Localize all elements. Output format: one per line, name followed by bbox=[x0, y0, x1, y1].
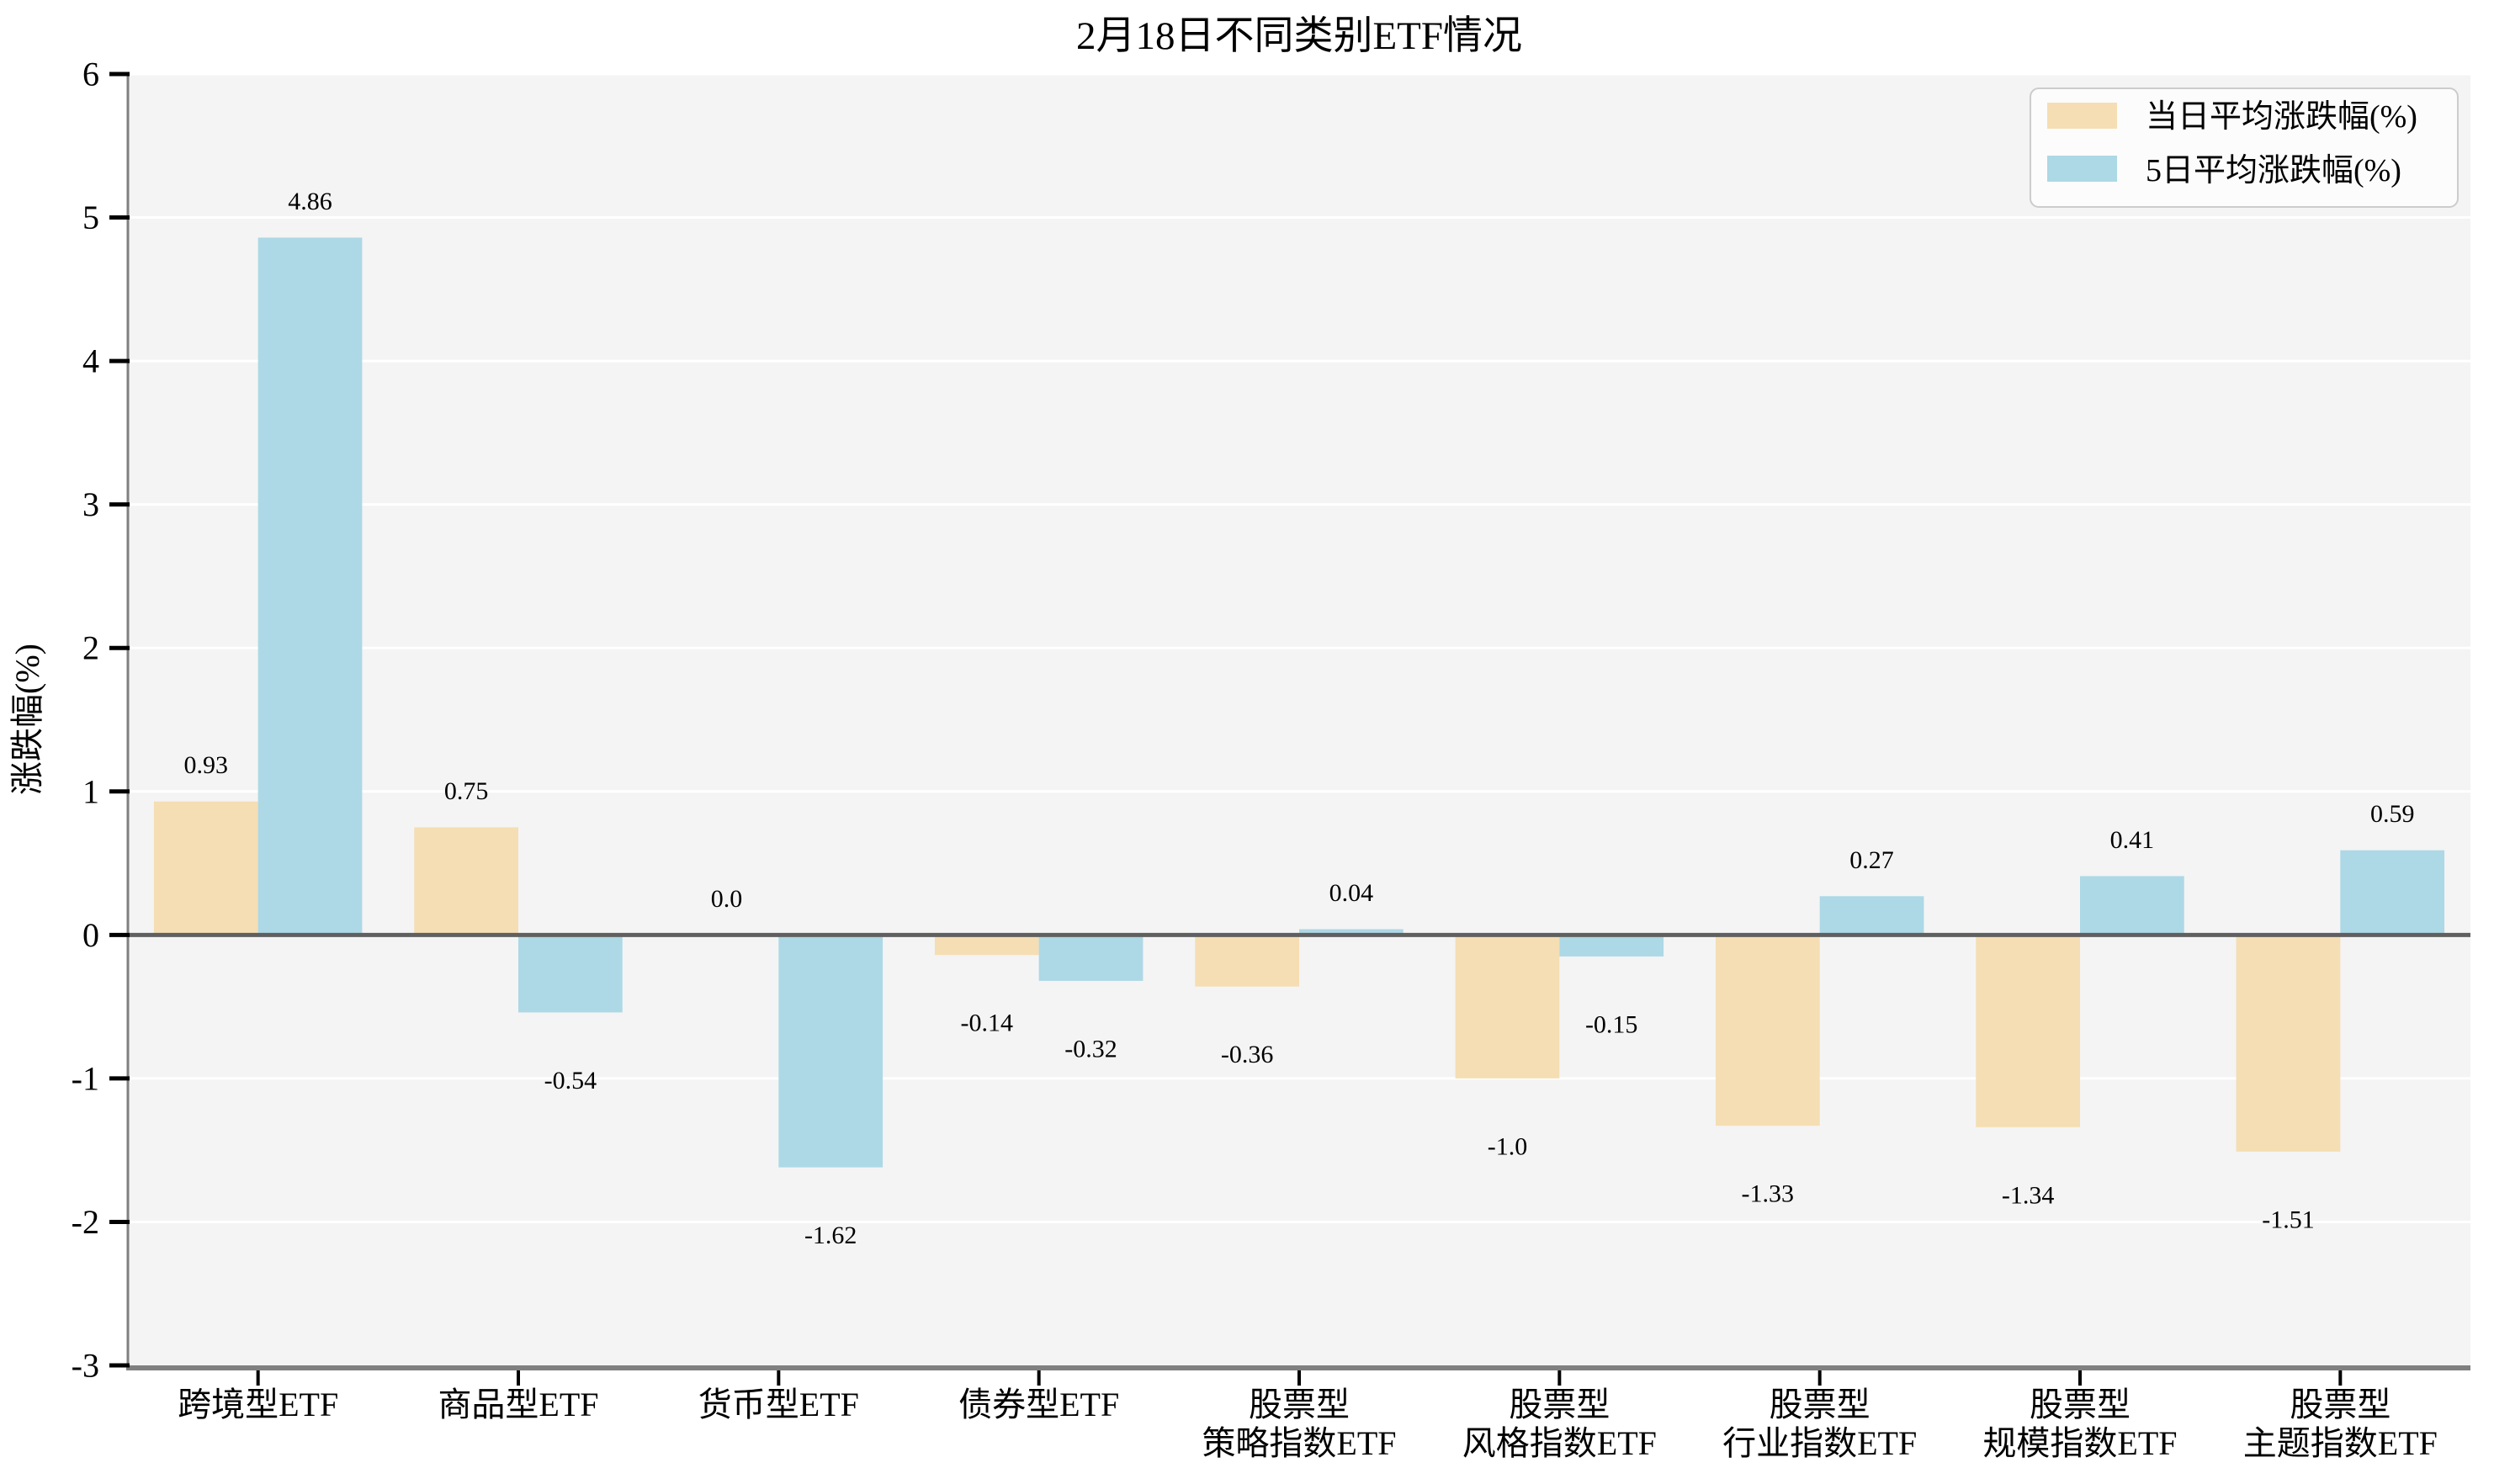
bar-series0-cat1 bbox=[414, 827, 518, 935]
x-tick-label: 跨境型ETF bbox=[178, 1386, 338, 1423]
bar-series0-cat4 bbox=[1195, 935, 1299, 987]
y-tick-label: 3 bbox=[82, 485, 99, 523]
y-tick-label: 4 bbox=[82, 342, 99, 380]
bar-series1-cat7 bbox=[2080, 876, 2184, 935]
bar-series0-cat8 bbox=[2236, 935, 2341, 1152]
bar-series0-cat5 bbox=[1455, 935, 1560, 1079]
x-tick-label: 股票型行业指数ETF bbox=[1722, 1386, 1917, 1462]
bar-series0-cat7 bbox=[1976, 935, 2080, 1127]
x-tick-label: 股票型主题指数ETF bbox=[2243, 1386, 2438, 1462]
legend-label-daily: 当日平均涨跌幅(%) bbox=[2146, 99, 2417, 135]
x-tick-label: 货币型ETF bbox=[698, 1386, 859, 1423]
bar-series1-cat5 bbox=[1559, 935, 1664, 957]
y-tick-label: 0 bbox=[82, 916, 99, 954]
bar-series1-cat4 bbox=[1299, 929, 1404, 935]
bar-value-label: 0.93 bbox=[184, 751, 229, 779]
y-tick-label: 5 bbox=[82, 199, 99, 236]
bar-series0-cat0 bbox=[153, 801, 258, 935]
bar-series1-cat1 bbox=[518, 935, 623, 1013]
x-tick-label: 债券型ETF bbox=[958, 1386, 1119, 1423]
y-tick-label: -1 bbox=[72, 1059, 99, 1097]
y-axis-label: 涨跌幅(%) bbox=[8, 644, 46, 795]
bar-value-label: -0.36 bbox=[1221, 1041, 1274, 1068]
bar-series1-cat6 bbox=[1819, 896, 1924, 935]
x-tick-label: 股票型风格指数ETF bbox=[1462, 1386, 1657, 1462]
y-tick-label: 1 bbox=[82, 772, 99, 810]
chart-generated-layer: 0.93 0.75 0.0 -0.14 -0.36 -1.0 -1.33 -1.34 -1.51… bbox=[72, 56, 2470, 1462]
bar-value-label: -1.62 bbox=[804, 1222, 857, 1249]
bar-series1-cat3 bbox=[1038, 935, 1144, 981]
bar-value-label: 0.75 bbox=[444, 777, 489, 805]
y-tick-label: -3 bbox=[72, 1347, 99, 1385]
y-tick-label: -2 bbox=[72, 1203, 99, 1241]
bar-value-label: -0.15 bbox=[1585, 1010, 1638, 1038]
bar-series1-cat0 bbox=[257, 237, 363, 935]
bar-value-label: 0.04 bbox=[1329, 879, 1374, 907]
bar-value-label: 4.86 bbox=[288, 188, 332, 215]
chart-title: 2月18日不同类别ETF情况 bbox=[1076, 14, 1522, 58]
bar-series0-cat6 bbox=[1715, 935, 1820, 1126]
legend-swatch-daily bbox=[2047, 103, 2117, 129]
bar-value-label: -1.34 bbox=[2002, 1181, 2055, 1209]
bar-series1-cat2 bbox=[778, 935, 884, 1168]
bar-value-label: -1.0 bbox=[1488, 1132, 1528, 1160]
bar-series0-cat3 bbox=[934, 935, 1039, 956]
bar-value-label: -0.54 bbox=[544, 1067, 597, 1094]
bar-value-label: 0.0 bbox=[711, 885, 743, 913]
legend-swatch-5day bbox=[2047, 156, 2117, 182]
bar-value-label: 0.41 bbox=[2110, 826, 2155, 854]
bar-series1-cat8 bbox=[2340, 850, 2445, 935]
bar-value-label: -0.32 bbox=[1064, 1035, 1117, 1063]
bar-value-label: 0.59 bbox=[2370, 800, 2415, 828]
plot-area bbox=[128, 74, 2470, 1365]
bar-value-label: -1.33 bbox=[1742, 1180, 1795, 1208]
bar-value-label: -0.14 bbox=[961, 1010, 1014, 1037]
bar-value-label: 0.27 bbox=[1849, 846, 1894, 874]
y-tick-label: 2 bbox=[82, 629, 99, 667]
x-tick-label: 股票型策略指数ETF bbox=[1202, 1386, 1396, 1462]
y-tick-label: 6 bbox=[82, 56, 99, 93]
legend: 当日平均涨跌幅(%) 5日平均涨跌幅(%) bbox=[2030, 87, 2459, 208]
bar-value-label: -1.51 bbox=[2262, 1206, 2315, 1233]
x-tick-label: 股票型规模指数ETF bbox=[1982, 1386, 2177, 1462]
x-tick-label: 商品型ETF bbox=[438, 1386, 598, 1423]
legend-label-5day: 5日平均涨跌幅(%) bbox=[2146, 153, 2401, 188]
legend-frame bbox=[2030, 87, 2459, 208]
